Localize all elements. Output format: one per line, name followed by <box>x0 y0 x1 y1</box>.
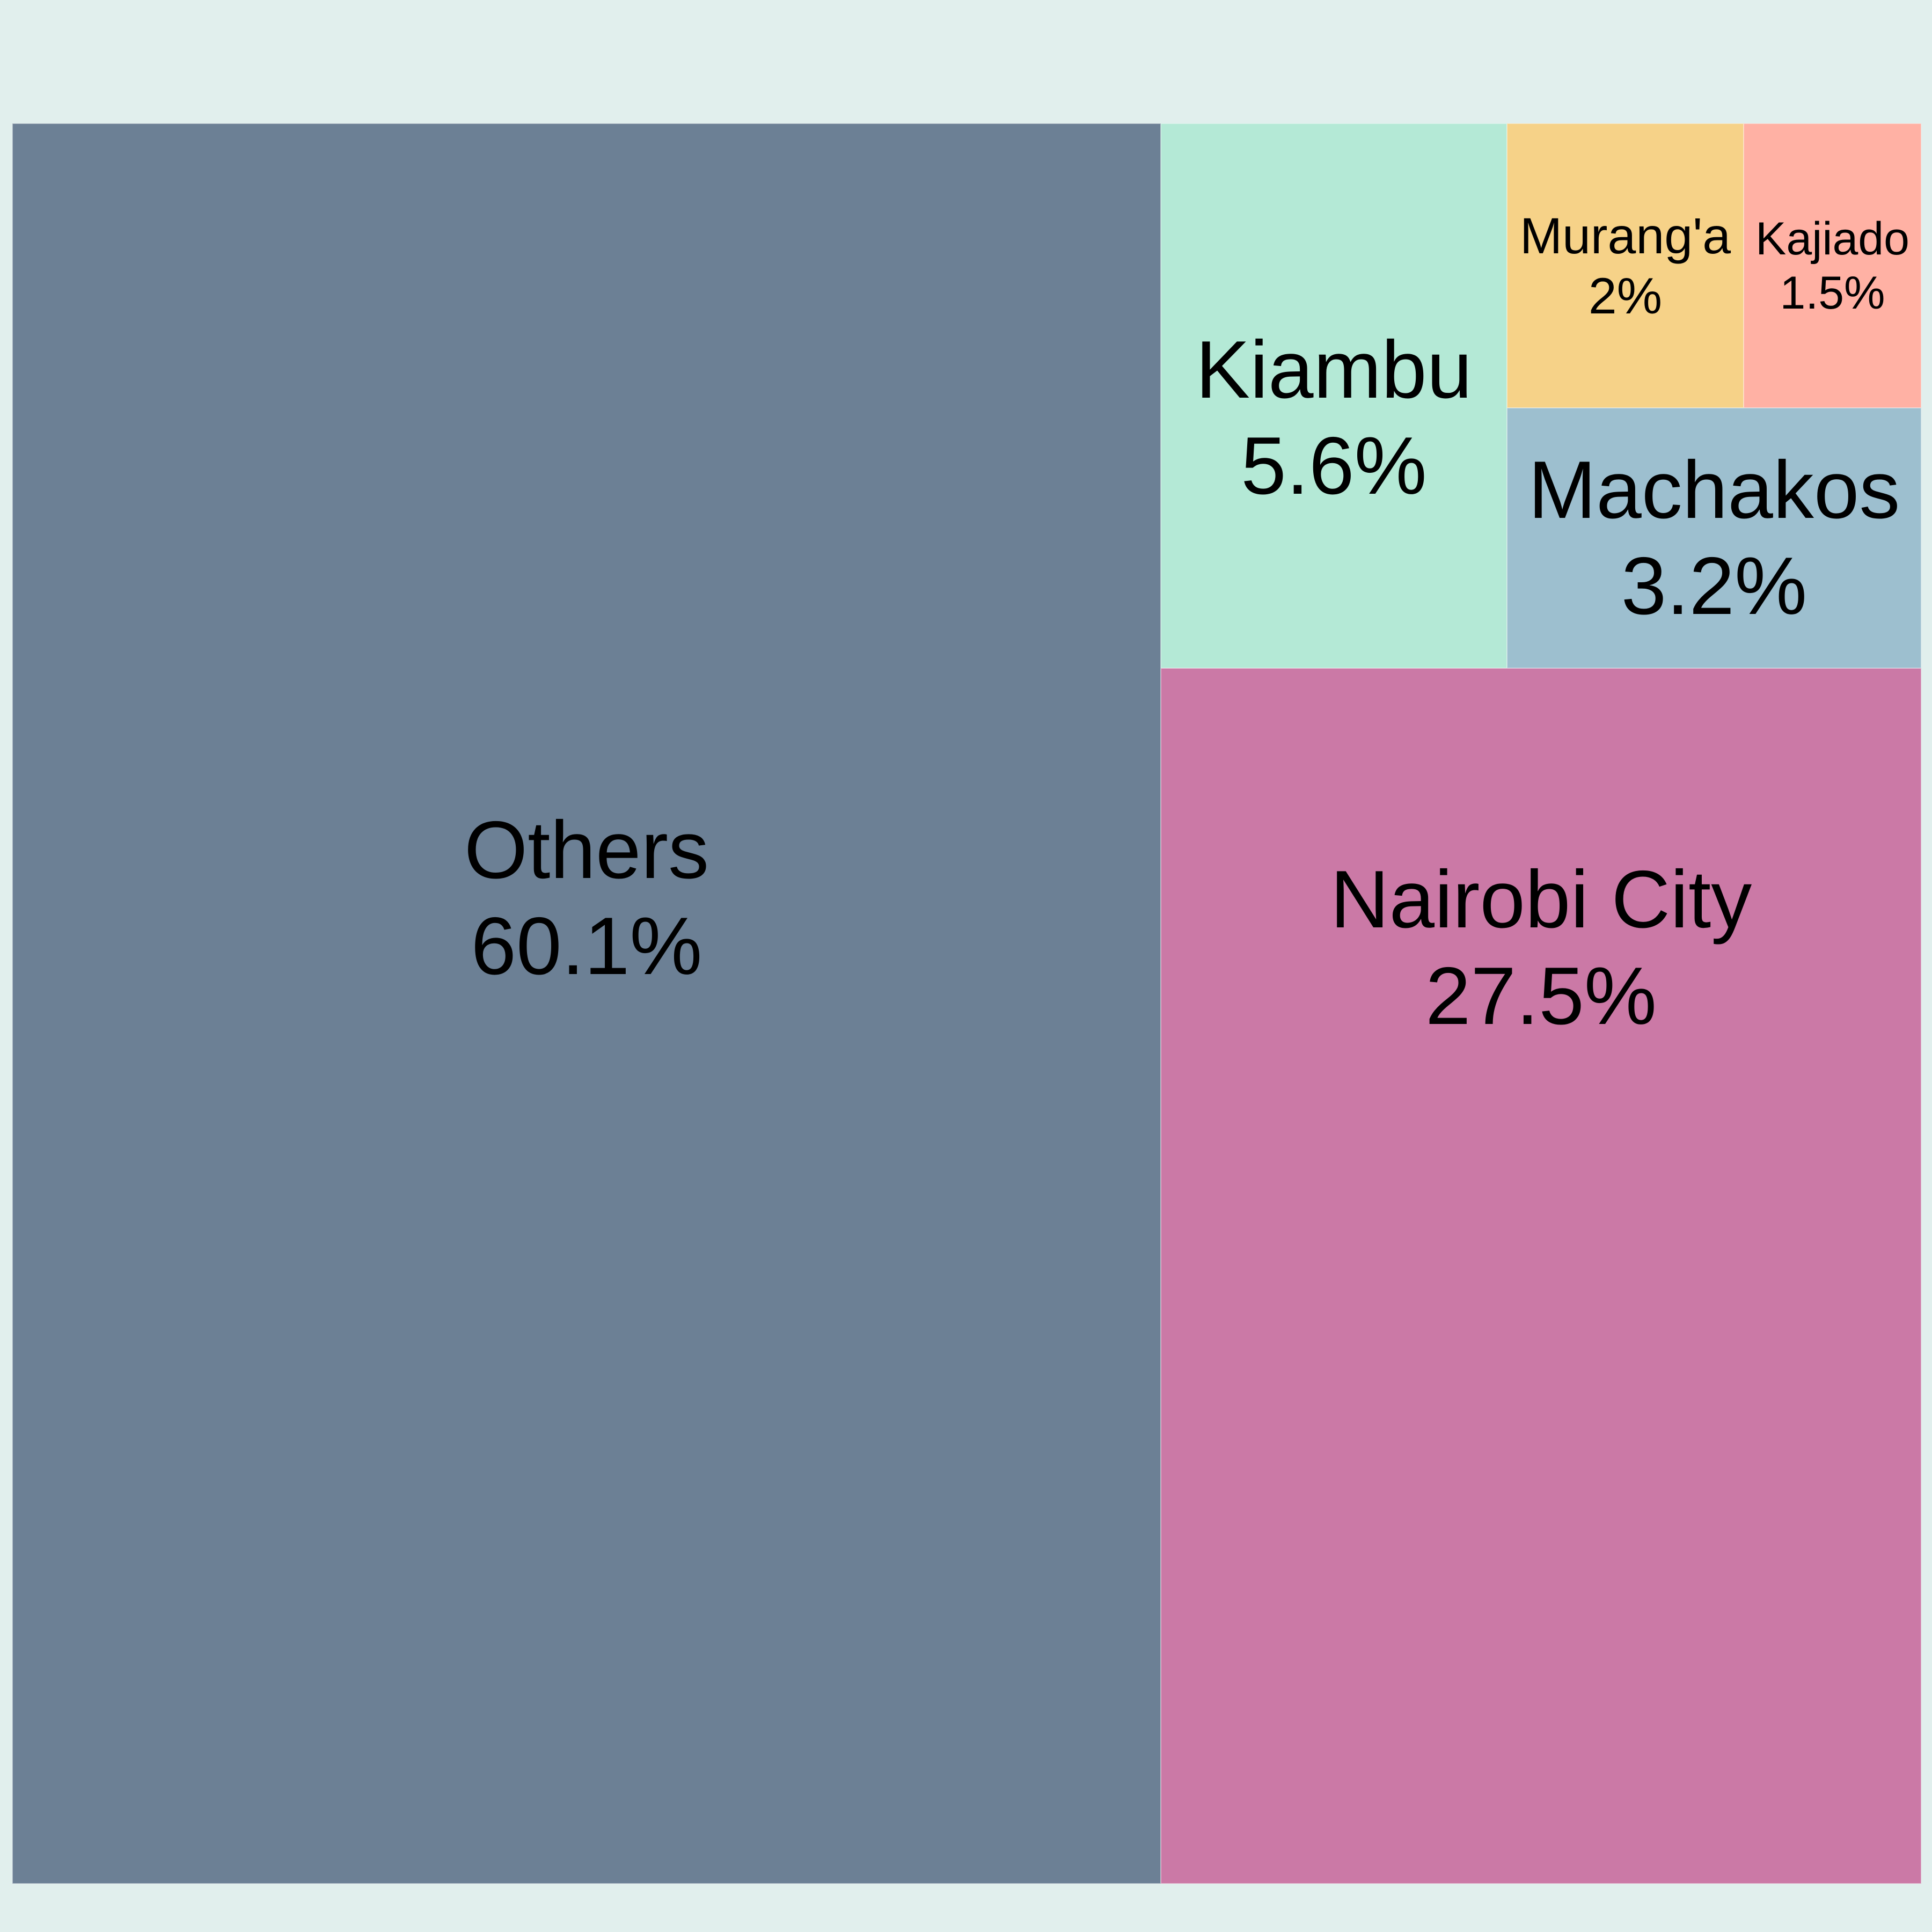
tile-percent-label: 2% <box>1588 268 1663 325</box>
tile-name-label: Machakos <box>1528 444 1900 536</box>
tile-percent-label: 60.1% <box>471 901 702 992</box>
tile-percent-label: 27.5% <box>1425 950 1657 1042</box>
tile-name-label: Others <box>464 804 709 896</box>
treemap-tile-murang-a: Murang'a 2% <box>1507 123 1744 408</box>
tile-name-label: Murang'a <box>1519 208 1731 265</box>
tile-percent-label: 3.2% <box>1621 540 1807 632</box>
treemap-tile-others: Others 60.1% <box>12 123 1161 1884</box>
tile-label: Murang'a 2% <box>1507 206 1743 326</box>
treemap-tile-kajiado: Kajiado 1.5% <box>1744 123 1921 408</box>
tile-name-label: Nairobi City <box>1330 854 1752 946</box>
tile-label: Kiambu 5.6% <box>1161 322 1506 515</box>
tile-name-label: Kiambu <box>1195 324 1473 415</box>
tile-label: Kajiado 1.5% <box>1744 212 1921 321</box>
tile-percent-label: 1.5% <box>1780 267 1885 319</box>
tile-label: Nairobi City 27.5% <box>1161 852 1921 1044</box>
treemap-tile-machakos: Machakos 3.2% <box>1507 408 1921 668</box>
tile-percent-label: 5.6% <box>1241 420 1427 511</box>
tile-label: Machakos 3.2% <box>1507 442 1921 635</box>
tile-name-label: Kajiado <box>1755 213 1909 265</box>
treemap-tile-kiambu: Kiambu 5.6% <box>1161 123 1507 668</box>
treemap-tile-nairobi-city: Nairobi City 27.5% <box>1161 668 1921 1884</box>
tile-label: Others 60.1% <box>13 802 1160 995</box>
